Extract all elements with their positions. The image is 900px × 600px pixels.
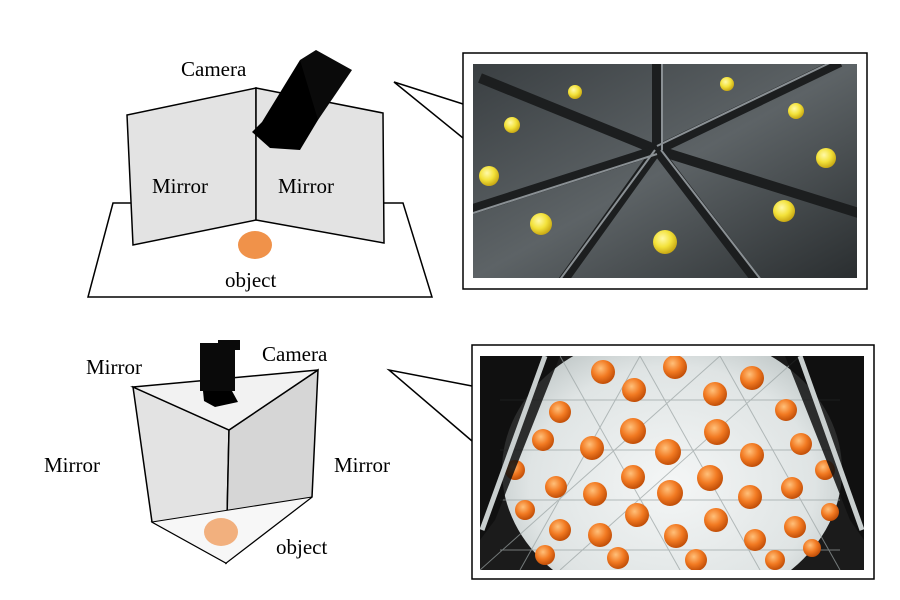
- ball: [775, 399, 797, 421]
- ball: [607, 547, 629, 569]
- ball: [788, 103, 804, 119]
- object-label: object: [276, 535, 327, 559]
- object-label: object: [225, 268, 276, 292]
- ball: [816, 148, 836, 168]
- ball: [685, 549, 707, 570]
- ball: [790, 433, 812, 455]
- ball: [738, 485, 762, 509]
- ball: [663, 356, 687, 379]
- ball: [588, 523, 612, 547]
- ball: [664, 524, 688, 548]
- ball: [803, 539, 821, 557]
- mirror-panel-left: [126, 87, 257, 246]
- callout-pointer-bottom: [386, 368, 473, 442]
- object-disk-icon: [238, 231, 272, 259]
- ball: [530, 213, 552, 235]
- ball: [583, 482, 607, 506]
- three-mirror-kaleidoscope-photo: [480, 356, 864, 570]
- mirror-top-label: Mirror: [86, 355, 142, 379]
- ball: [704, 508, 728, 532]
- mirror-left-label: Mirror: [44, 453, 100, 477]
- mirror-left-label: Mirror: [152, 174, 208, 198]
- ball: [549, 401, 571, 423]
- callout-pointer-top: [393, 81, 464, 139]
- ball: [549, 519, 571, 541]
- ball: [621, 465, 645, 489]
- ball: [784, 516, 806, 538]
- ball: [622, 378, 646, 402]
- mirror-right-label: Mirror: [334, 453, 390, 477]
- ball: [515, 500, 535, 520]
- ball: [704, 419, 730, 445]
- ball: [773, 200, 795, 222]
- ball: [744, 529, 766, 551]
- bottom-setup-diagram: Mirror Camera Mirror Mirror object: [44, 340, 390, 565]
- camera-body-icon: [252, 50, 352, 150]
- ball: [620, 418, 646, 444]
- ball: [591, 360, 615, 384]
- mirror-right-label: Mirror: [278, 174, 334, 198]
- ball: [625, 503, 649, 527]
- object-disk-icon: [204, 518, 238, 546]
- ball: [720, 77, 734, 91]
- ball: [479, 166, 499, 186]
- top-photo-panel: [462, 52, 868, 290]
- ball: [532, 429, 554, 451]
- ball: [821, 503, 839, 521]
- ball: [657, 480, 683, 506]
- ball: [535, 545, 555, 565]
- ball: [568, 85, 582, 99]
- ball: [765, 550, 785, 570]
- ball: [655, 439, 681, 465]
- top-setup-diagram: Camera Mirror Mirror object: [87, 50, 434, 298]
- reflected-yellow-balls: [479, 77, 836, 254]
- ball: [703, 382, 727, 406]
- camera-body-icon: [200, 340, 240, 407]
- ball: [504, 117, 520, 133]
- reflected-orange-balls: [505, 356, 839, 570]
- camera-label: Camera: [262, 342, 328, 366]
- ball: [697, 465, 723, 491]
- ball: [653, 230, 677, 254]
- ball: [781, 477, 803, 499]
- ball: [545, 476, 567, 498]
- ball: [740, 366, 764, 390]
- ball: [580, 436, 604, 460]
- bottom-photo-panel: [471, 344, 875, 580]
- ball: [740, 443, 764, 467]
- two-mirror-reflection-photo: [473, 64, 857, 278]
- camera-label: Camera: [181, 57, 247, 81]
